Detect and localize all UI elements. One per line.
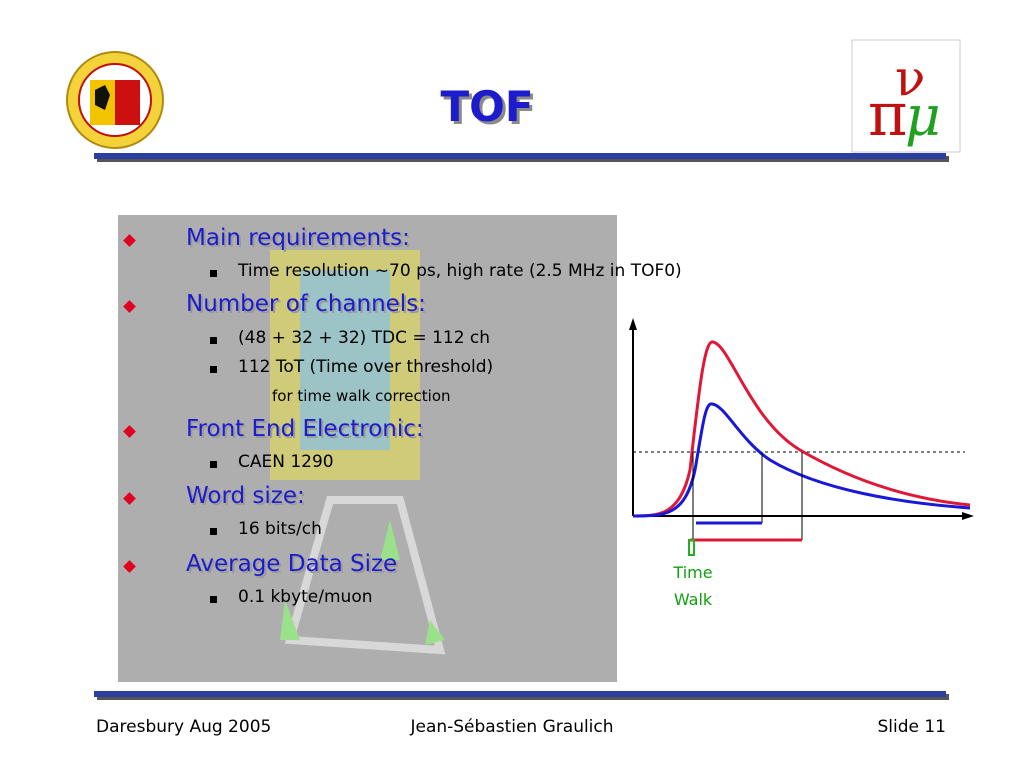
footer-bar xyxy=(94,691,946,697)
bullet-heading: Front End Electronic: xyxy=(186,416,424,442)
sub-bullet-marker xyxy=(210,528,217,535)
sub-bullet: 112 ToT (Time over threshold) xyxy=(238,357,494,377)
sub-bullet: CAEN 1290 xyxy=(238,452,334,472)
sub-bullet: Time resolution ~70 ps, high rate (2.5 M… xyxy=(238,261,682,281)
svg-text:π: π xyxy=(868,80,907,150)
footer-left: Daresbury Aug 2005 xyxy=(96,717,272,737)
pulse-diagram xyxy=(629,318,974,556)
sub-bullet-continuation: for time walk correction xyxy=(272,387,451,405)
svg-text:μ: μ xyxy=(905,84,941,148)
sub-bullet-marker xyxy=(210,596,217,603)
sub-bullet: 16 bits/ch xyxy=(238,519,322,539)
detector-photo xyxy=(118,215,617,682)
bullet-heading: Word size: xyxy=(186,483,305,509)
slide-title: TOF xyxy=(440,82,534,131)
svg-text:ν: ν xyxy=(895,49,925,107)
figure-label: Time xyxy=(673,563,713,582)
sub-bullet-marker xyxy=(210,337,217,344)
geneva-logo xyxy=(66,51,164,149)
footer-right: Slide 11 xyxy=(877,717,946,737)
footer-center: Jean-Sébastien Graulich xyxy=(410,717,614,737)
mice-logo: π ν μ xyxy=(851,39,961,153)
bullet-heading: Average Data Size xyxy=(186,551,398,577)
sub-bullet: (48 + 32 + 32) TDC = 112 ch xyxy=(238,328,491,348)
bullet-heading: Number of channels: xyxy=(186,291,426,317)
sub-bullet-marker xyxy=(210,366,217,373)
header-bar xyxy=(94,153,946,159)
sub-bullet: 0.1 kbyte/muon xyxy=(238,587,373,607)
bullet-heading: Main requirements: xyxy=(186,225,410,251)
figure-label: Walk xyxy=(673,590,713,609)
sub-bullet-marker xyxy=(210,461,217,468)
sub-bullet-marker xyxy=(210,270,217,277)
